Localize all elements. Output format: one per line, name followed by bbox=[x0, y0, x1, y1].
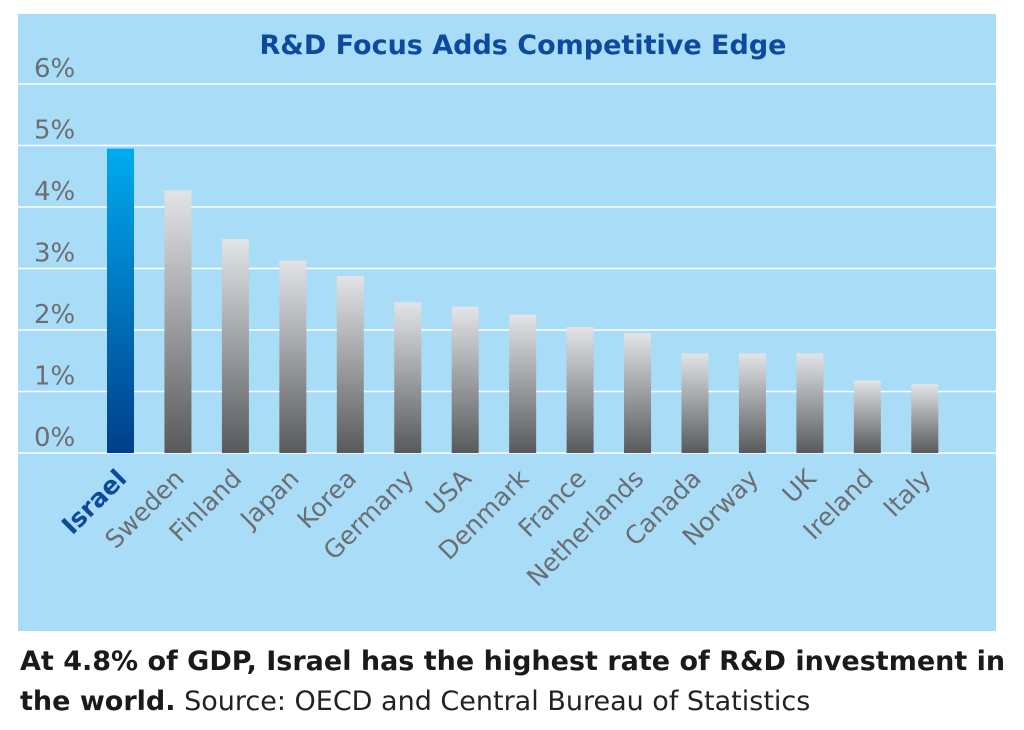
bar-germany bbox=[394, 302, 422, 453]
bar-denmark bbox=[509, 314, 537, 453]
y-tick-label: 2% bbox=[34, 300, 75, 330]
y-axis-ticks: 0% 1% 2% 3% 4% 5% 6% bbox=[34, 54, 75, 453]
bar-korea bbox=[336, 275, 364, 453]
bar-chart: R&D Focus Adds Competitive Edge 0% 1% 2% 3%… bbox=[18, 30, 996, 592]
bar-norway bbox=[738, 353, 766, 453]
y-tick-label: 1% bbox=[34, 362, 75, 392]
caption-statement: At 4.8% of GDP, Israel has the highest r… bbox=[20, 646, 1006, 717]
chart-title: R&D Focus Adds Competitive Edge bbox=[260, 30, 787, 61]
bar-netherlands bbox=[624, 333, 652, 453]
bar-sweden bbox=[164, 190, 192, 453]
y-tick-label: 4% bbox=[34, 177, 75, 207]
bar-japan bbox=[279, 260, 307, 453]
bar-israel bbox=[107, 148, 134, 453]
bar-finland bbox=[221, 238, 249, 453]
x-label-uk: UK bbox=[777, 463, 822, 508]
y-tick-label: 0% bbox=[34, 423, 75, 453]
chart-panel: R&D Focus Adds Competitive Edge 0% 1% 2% 3%… bbox=[18, 14, 996, 631]
bar-ireland bbox=[853, 380, 881, 453]
chart-caption: At 4.8% of GDP, Israel has the highest r… bbox=[20, 642, 1010, 722]
x-label-italy: Italy bbox=[878, 464, 937, 523]
x-label-japan: Japan bbox=[233, 464, 304, 535]
y-tick-label: 5% bbox=[34, 116, 75, 146]
bar-uk bbox=[796, 353, 824, 453]
bar-italy bbox=[911, 384, 939, 453]
bar-canada bbox=[681, 353, 709, 453]
bars bbox=[107, 148, 939, 453]
bar-france bbox=[566, 326, 594, 453]
caption-source: Source: OECD and Central Bureau of Stati… bbox=[184, 686, 811, 717]
bar-usa bbox=[451, 306, 479, 453]
y-tick-label: 3% bbox=[34, 239, 75, 269]
y-tick-label: 6% bbox=[34, 54, 75, 84]
